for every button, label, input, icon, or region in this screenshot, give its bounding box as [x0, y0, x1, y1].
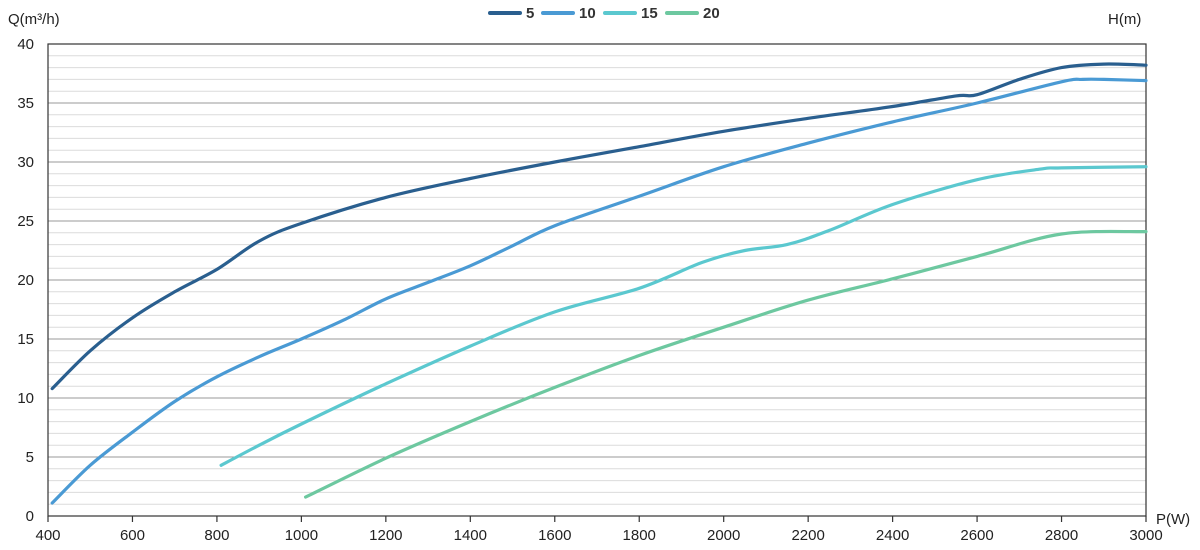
x-tick-label: 2800 — [1045, 527, 1078, 544]
y-tick-label: 20 — [17, 272, 34, 289]
series-line-20 — [304, 229, 1148, 499]
legend-label-5: 5 — [526, 5, 534, 22]
x-tick-label: 400 — [35, 527, 60, 544]
minor-gridlines — [48, 55, 1146, 505]
y-axis-ticks: 0 5 10 15 20 25 30 35 40 — [17, 36, 34, 525]
series-layer — [50, 62, 1148, 505]
y-tick-label: 0 — [26, 508, 34, 525]
x-tick-label: 2400 — [876, 527, 909, 544]
y-tick-label: 35 — [17, 95, 34, 112]
series-line-10 — [50, 77, 1148, 505]
series-line-15 — [219, 165, 1148, 467]
x-axis-label: P(W) — [1156, 511, 1190, 528]
major-gridlines — [48, 102, 1146, 458]
x-tick-label: 2000 — [707, 527, 740, 544]
y-tick-label: 5 — [26, 449, 34, 466]
x-tick-label: 1200 — [369, 527, 402, 544]
x-tick-label: 1400 — [454, 527, 487, 544]
x-tick-label: 1000 — [285, 527, 318, 544]
x-tick-label: 1600 — [538, 527, 571, 544]
y-tick-label: 15 — [17, 331, 34, 348]
y-tick-label: 10 — [17, 390, 34, 407]
y-axis-label-left: Q(m³/h) — [8, 11, 60, 28]
x-tick-label: 2600 — [960, 527, 993, 544]
legend-label-10: 10 — [579, 5, 596, 22]
legend-label-20: 20 — [703, 5, 720, 22]
series-line-5 — [50, 62, 1148, 391]
x-tick-label: 1800 — [623, 527, 656, 544]
y-tick-label: 30 — [17, 154, 34, 171]
x-tick-label: 3000 — [1129, 527, 1162, 544]
x-tick-label: 2200 — [791, 527, 824, 544]
plot-frame — [47, 43, 1147, 517]
legend: 5 10 15 20 — [488, 5, 720, 22]
y-tick-label: 25 — [17, 213, 34, 230]
legend-label-15: 15 — [641, 5, 658, 22]
y-tick-label: 40 — [17, 36, 34, 53]
y-axis-label-right: H(m) — [1108, 11, 1141, 28]
x-tick-label: 600 — [120, 527, 145, 544]
x-tick-label: 800 — [204, 527, 229, 544]
x-axis-ticks: 400 600 800 1000 1200 1400 1600 1800 2000 2200 240… — [35, 516, 1163, 544]
